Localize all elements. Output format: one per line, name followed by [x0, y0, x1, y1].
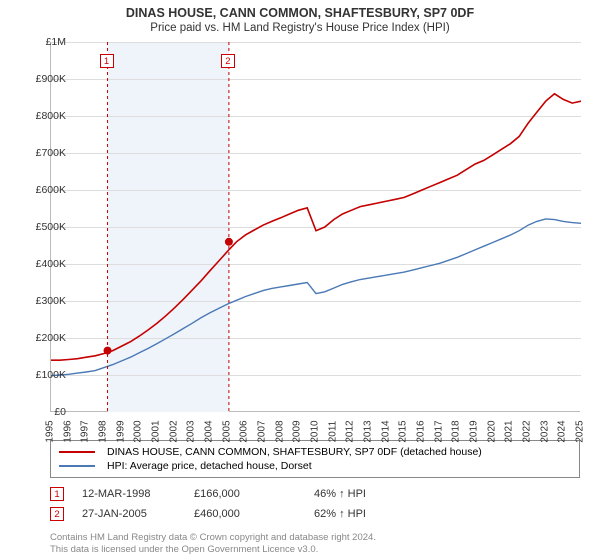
legend-swatch-hpi	[59, 465, 95, 467]
y-axis-label: £700K	[22, 147, 66, 159]
x-axis-label: 2020	[486, 417, 497, 447]
sales-row-2: 2 27-JAN-2005 £460,000 62% ↑ HPI	[50, 504, 580, 524]
x-axis-label: 2024	[557, 417, 568, 447]
y-axis-label: £600K	[22, 184, 66, 196]
legend-row-hpi: HPI: Average price, detached house, Dors…	[59, 459, 571, 473]
y-axis-label: £500K	[22, 221, 66, 233]
footer-text: Contains HM Land Registry data © Crown c…	[50, 532, 376, 556]
sale-marker-1-icon: 1	[50, 487, 64, 501]
sales-table: 1 12-MAR-1998 £166,000 46% ↑ HPI 2 27-JA…	[50, 484, 580, 524]
footer-line-1: Contains HM Land Registry data © Crown c…	[50, 532, 376, 544]
sales-row-1: 1 12-MAR-1998 £166,000 46% ↑ HPI	[50, 484, 580, 504]
x-axis-label: 2014	[380, 417, 391, 447]
x-axis-label: 2013	[363, 417, 374, 447]
x-axis-label: 2015	[398, 417, 409, 447]
y-axis-label: £300K	[22, 295, 66, 307]
sale-1-price: £166,000	[194, 488, 304, 500]
chart-svg	[51, 42, 581, 412]
x-axis-label: 1997	[80, 417, 91, 447]
sale-2-date: 27-JAN-2005	[74, 508, 184, 520]
legend-swatch-property	[59, 451, 95, 453]
x-axis-label: 2016	[416, 417, 427, 447]
x-axis-label: 2009	[292, 417, 303, 447]
series-line-property	[51, 94, 581, 360]
x-axis-label: 1996	[62, 417, 73, 447]
sale-marker-box-2: 2	[221, 54, 235, 68]
x-axis-label: 2019	[469, 417, 480, 447]
x-axis-label: 2011	[327, 417, 338, 447]
footer-line-2: This data is licensed under the Open Gov…	[50, 544, 376, 556]
x-axis-label: 2023	[539, 417, 550, 447]
sale-marker-box-1: 1	[100, 54, 114, 68]
sale-2-hpi: 62% ↑ HPI	[314, 508, 424, 520]
sale-2-price: £460,000	[194, 508, 304, 520]
y-axis-label: £400K	[22, 258, 66, 270]
x-axis-label: 2003	[186, 417, 197, 447]
chart-container: DINAS HOUSE, CANN COMMON, SHAFTESBURY, S…	[0, 0, 600, 560]
sale-marker-2-icon: 2	[50, 507, 64, 521]
sale-1-hpi: 46% ↑ HPI	[314, 488, 424, 500]
legend-label-property: DINAS HOUSE, CANN COMMON, SHAFTESBURY, S…	[107, 446, 482, 458]
x-axis-label: 2021	[504, 417, 515, 447]
x-axis-label: 2007	[257, 417, 268, 447]
y-axis-label: £1M	[22, 36, 66, 48]
plot-area	[50, 42, 580, 412]
x-axis-label: 2012	[345, 417, 356, 447]
y-axis-label: £800K	[22, 110, 66, 122]
x-axis-label: 2006	[239, 417, 250, 447]
chart-subtitle: Price paid vs. HM Land Registry's House …	[0, 20, 600, 34]
y-axis-label: £200K	[22, 332, 66, 344]
y-axis-label: £900K	[22, 73, 66, 85]
sale-marker-dot	[104, 347, 112, 355]
x-axis-label: 1995	[45, 417, 56, 447]
legend-label-hpi: HPI: Average price, detached house, Dors…	[107, 460, 312, 472]
x-axis-label: 2005	[221, 417, 232, 447]
x-axis-label: 2000	[133, 417, 144, 447]
x-axis-label: 2018	[451, 417, 462, 447]
x-axis-label: 2002	[168, 417, 179, 447]
x-axis-label: 2004	[204, 417, 215, 447]
x-axis-label: 2010	[310, 417, 321, 447]
x-axis-label: 2017	[433, 417, 444, 447]
sale-marker-dot	[225, 238, 233, 246]
x-axis-label: 1999	[115, 417, 126, 447]
x-axis-label: 2001	[151, 417, 162, 447]
y-axis-label: £100K	[22, 369, 66, 381]
sale-1-date: 12-MAR-1998	[74, 488, 184, 500]
x-axis-label: 2025	[575, 417, 586, 447]
series-line-hpi	[51, 219, 581, 376]
x-axis-label: 1998	[98, 417, 109, 447]
chart-title: DINAS HOUSE, CANN COMMON, SHAFTESBURY, S…	[0, 0, 600, 20]
x-axis-label: 2022	[522, 417, 533, 447]
x-axis-label: 2008	[274, 417, 285, 447]
legend-row-property: DINAS HOUSE, CANN COMMON, SHAFTESBURY, S…	[59, 445, 571, 459]
